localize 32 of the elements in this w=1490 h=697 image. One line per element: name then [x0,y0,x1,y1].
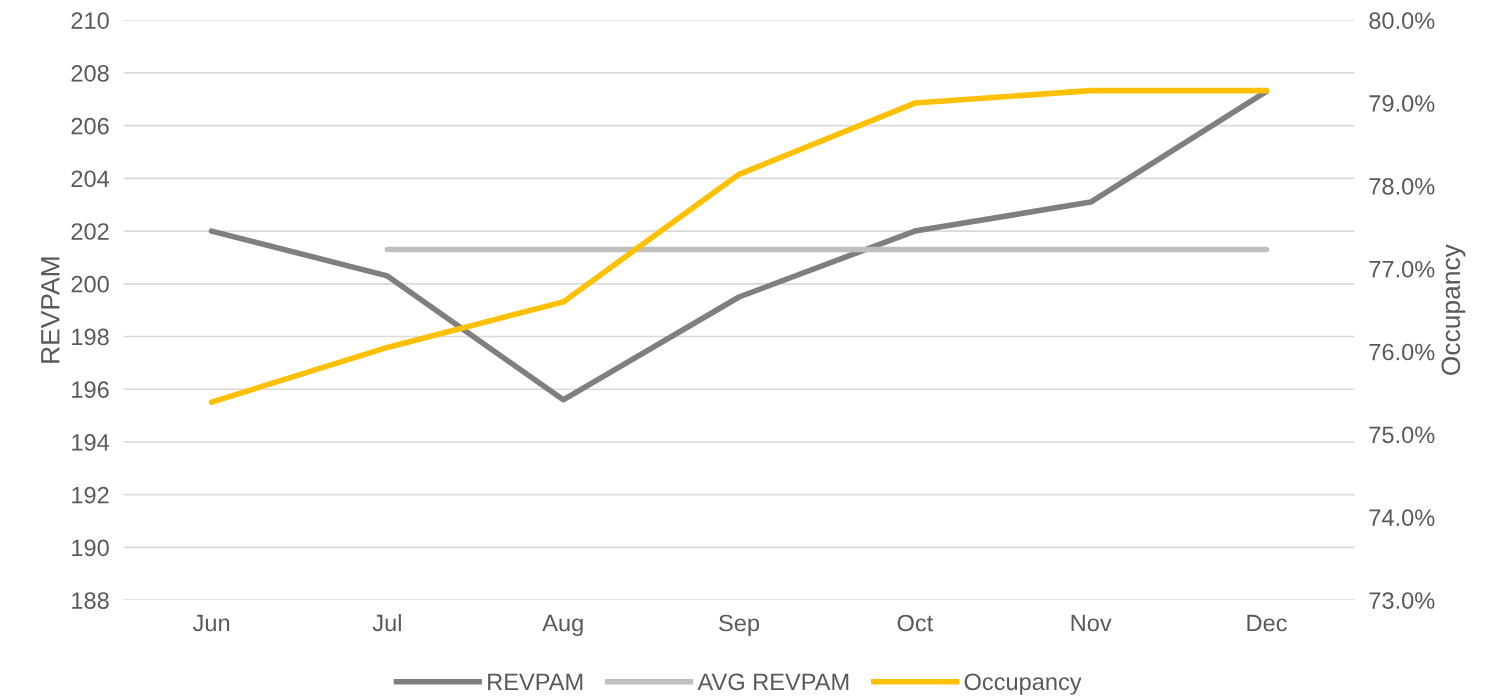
x-tick-label: Oct [897,614,934,632]
y-tick-label: 200 [71,275,109,293]
y-tick-label: 190 [72,539,109,557]
y-tick-label: 204 [71,170,110,188]
x-tick-label: Aug [542,614,583,637]
x-tick-label: Sep [719,614,760,637]
y-tick-label: 188 [72,592,109,609]
legend-label: REVPAM [488,673,583,690]
y-axis-title: REVPAM [41,257,60,363]
y-tick-label: 202 [71,223,109,240]
y2-tick-label: 80.0% [1369,12,1435,29]
y2-tick-label: 73.0% [1369,592,1435,609]
legend-label: Occupancy [964,673,1082,695]
y-tick-label: 210 [71,12,109,29]
x-tick-label: Jun [192,614,230,632]
y-tick-label: 208 [71,65,109,82]
y-tick-label: 198 [72,328,109,346]
y2-axis-title: Occupancy [1441,244,1466,375]
x-tick-label: Jul [372,614,401,632]
x-tick-label: Nov [1071,614,1112,632]
legend-label: AVG REVPAM [697,673,849,691]
y2-tick-label: 75.0% [1369,426,1435,444]
y-tick-label: 196 [72,381,109,399]
y-tick-label: 192 [72,486,109,504]
y-tick-label: 206 [71,117,109,135]
x-tick-label: Dec [1247,614,1287,632]
y2-tick-label: 79.0% [1369,95,1435,112]
y-tick-label: 194 [72,434,110,451]
y2-tick-label: 77.0% [1369,260,1435,278]
y2-tick-label: 74.0% [1369,509,1435,527]
y2-tick-label: 76.0% [1369,343,1435,361]
y2-tick-label: 78.0% [1369,177,1435,195]
